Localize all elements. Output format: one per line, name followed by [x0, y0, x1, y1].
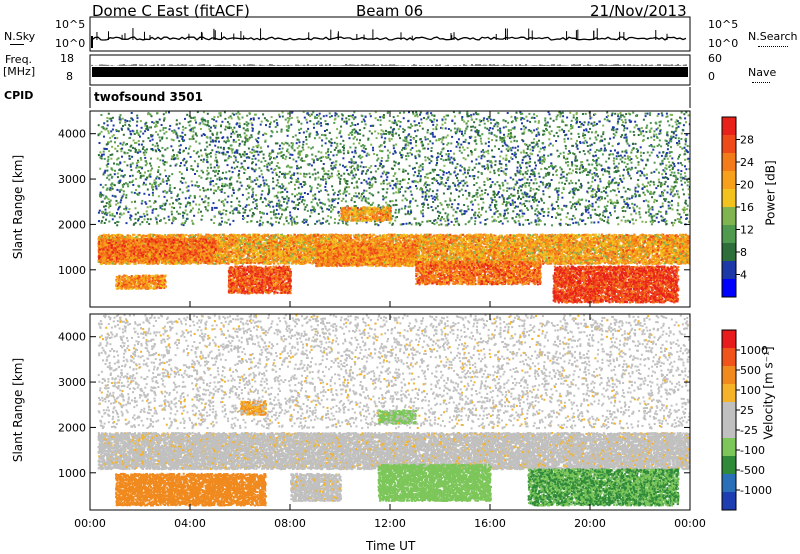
nsky-panel: [90, 17, 690, 51]
heatmap-cell: [485, 246, 487, 248]
freq-noise: [92, 64, 686, 66]
cpid-panel: [90, 87, 690, 108]
nsky-frame: [90, 17, 690, 51]
power-heatmap: [98, 111, 693, 304]
heatmap-cell: [496, 254, 498, 256]
heatmap-cell: [684, 253, 686, 255]
nsky-spikes: [92, 28, 667, 48]
freq-panel: [90, 55, 690, 85]
freq-band: [92, 67, 688, 77]
